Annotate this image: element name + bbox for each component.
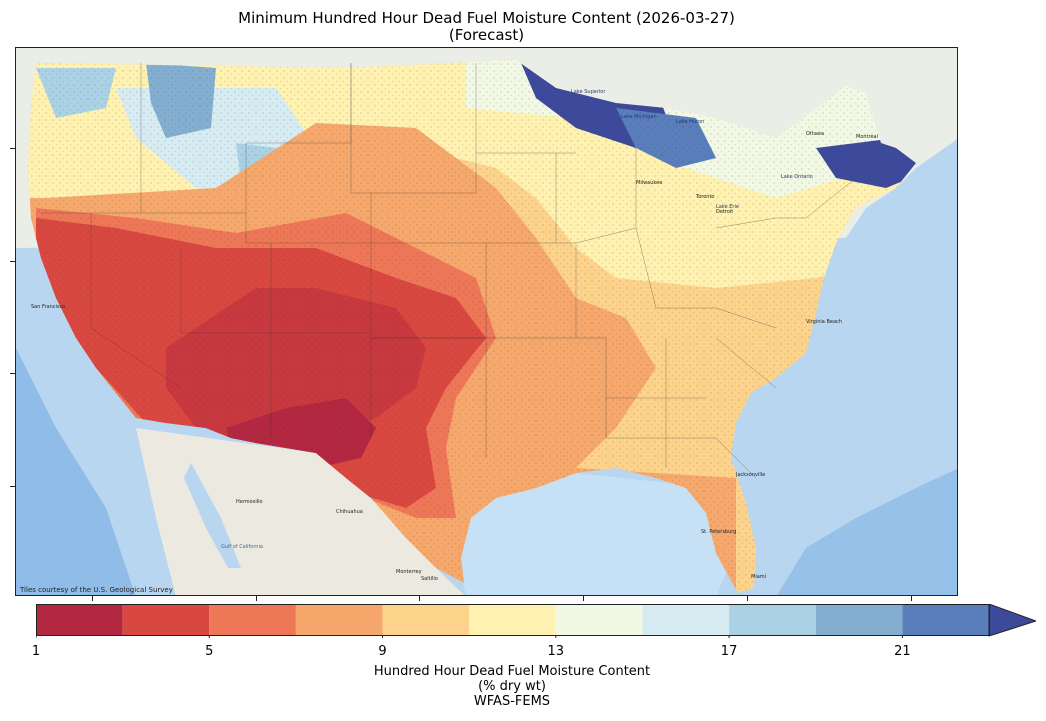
gulf-of-california — [184, 463, 241, 568]
colorbar-tick-label: 9 — [378, 644, 387, 659]
y-axis-tick — [10, 261, 15, 262]
place-label: St. Petersburg — [701, 529, 736, 535]
y-axis-tick — [10, 148, 15, 149]
colorbar-bin — [729, 604, 816, 636]
colorbar-extend-arrow — [988, 604, 1036, 637]
x-axis-tick — [419, 596, 420, 601]
place-label: Milwaukee — [636, 180, 662, 186]
place-label: Ottawa — [806, 131, 824, 137]
colorbar-bin — [209, 604, 296, 636]
place-label: Saltillo — [421, 576, 438, 582]
x-axis-tick — [256, 596, 257, 601]
place-label: Lake Erie — [716, 204, 739, 210]
place-label: Toronto — [695, 194, 714, 200]
place-label: Lake Huron — [676, 119, 704, 125]
x-axis-tick — [747, 596, 748, 601]
colorbar-bin — [122, 604, 210, 636]
x-axis-tick — [583, 596, 584, 601]
map-panel: Lake Superior Lake Michigan Lake Huron Lake… — [15, 47, 958, 596]
colorbar-tick-label: 13 — [547, 644, 565, 659]
place-label: Virginia Beach — [806, 319, 842, 325]
colorbar-bin — [382, 604, 470, 636]
state-boundaries — [41, 63, 857, 479]
colorbar-tick-label: 21 — [894, 644, 911, 659]
place-label: Chihuahua — [336, 509, 363, 515]
colorbar-bin — [902, 604, 989, 636]
x-axis-tick — [92, 596, 93, 601]
pacific-ocean — [16, 348, 136, 595]
colorbar-bin — [36, 604, 123, 636]
place-label: Lake Ontario — [781, 174, 813, 180]
chart-subtitle: (Forecast) — [448, 26, 525, 44]
y-axis-tick — [10, 373, 15, 374]
map-canvas: Lake Superior Lake Michigan Lake Huron Lake… — [16, 48, 957, 595]
colorbar-label: Hundred Hour Dead Fuel Moisture Content — [373, 664, 651, 679]
colorbar-bin — [642, 604, 730, 636]
place-label: Montreal — [856, 134, 878, 140]
colorbar — [36, 604, 1036, 638]
mexico-land — [136, 428, 464, 595]
place-label: Miami — [751, 574, 766, 580]
place-label: Lake Michigan — [621, 114, 657, 120]
gulf-of-mexico — [446, 473, 736, 595]
chart-title: Minimum Hundred Hour Dead Fuel Moisture … — [238, 9, 735, 27]
colorbar-outline — [36, 604, 990, 636]
y-axis-tick — [10, 486, 15, 487]
place-label: Jacksonville — [735, 472, 765, 478]
place-label: Gulf of California — [221, 544, 263, 550]
colorbar-bin — [469, 604, 556, 636]
colorbar-tick-label: 5 — [205, 644, 214, 659]
place-label: Detroit — [716, 209, 733, 215]
colorbar-bin — [555, 604, 643, 636]
place-labels: Lake Superior Lake Michigan Lake Huron Lake… — [31, 89, 878, 582]
colorbar-tick-label: 1 — [31, 644, 41, 659]
place-label: Hermosillo — [236, 499, 263, 505]
map-attribution: Tiles courtesy of the U.S. Geological Su… — [20, 586, 173, 594]
x-axis-tick — [911, 596, 912, 601]
place-label: Monterrey — [396, 569, 422, 575]
colorbar-units: (% dry wt) — [478, 679, 546, 694]
colorbar-tick-label: 17 — [720, 644, 738, 659]
colorbar-bin — [295, 604, 383, 636]
colorbar-source: WFAS-FEMS — [473, 694, 551, 709]
place-label: San Francisco — [31, 304, 65, 310]
colorbar-bin — [815, 604, 903, 636]
place-label: Lake Superior — [571, 89, 606, 95]
